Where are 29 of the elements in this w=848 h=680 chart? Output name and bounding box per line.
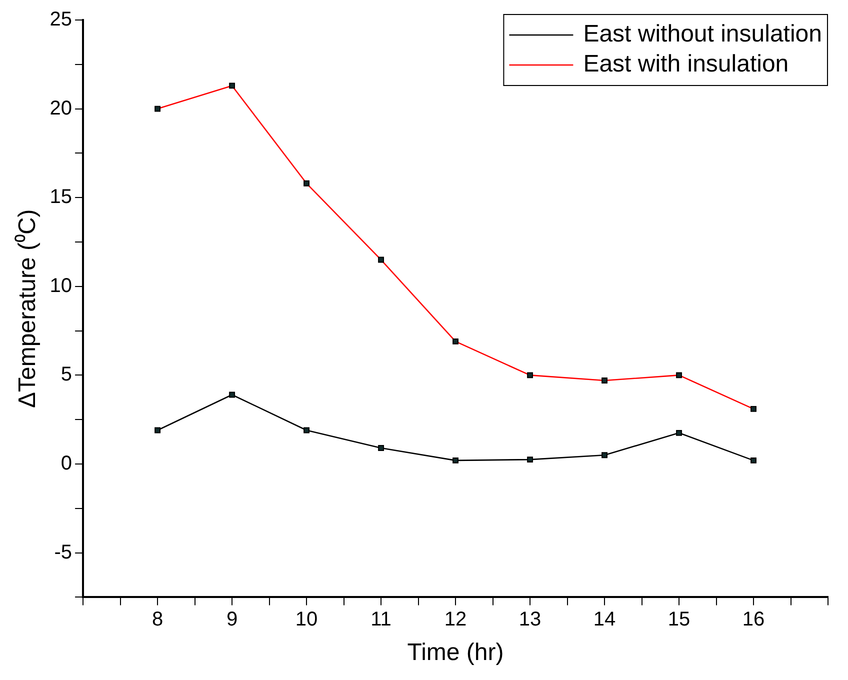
y-tick-label: 25 <box>50 8 72 31</box>
y-tick-label: 5 <box>60 364 72 386</box>
x-tick-label: 11 <box>370 608 392 631</box>
point <box>527 456 533 463</box>
point <box>304 427 310 434</box>
y-tick-label: 10 <box>50 274 72 297</box>
x-tick-label: 9 <box>226 608 238 631</box>
x-tick-label: 12 <box>444 608 467 631</box>
y-tick-label: 20 <box>50 97 72 120</box>
x-tick-label: 13 <box>518 608 542 631</box>
x-axis-title: Time (hr) <box>407 639 504 666</box>
point <box>378 445 384 451</box>
point <box>452 457 458 464</box>
y-axis-title: ΔTemperature (⁰C) <box>14 209 42 408</box>
x-tick-label: 14 <box>593 608 616 631</box>
point <box>602 452 608 458</box>
x-tick-label: 8 <box>152 608 164 631</box>
y-tick-label: 0 <box>60 452 72 475</box>
legend-label: East without insulation <box>583 20 822 48</box>
x-tick-label: 16 <box>742 608 765 631</box>
point <box>154 427 161 434</box>
point <box>676 430 682 436</box>
y-tick-label: -5 <box>54 541 72 564</box>
x-tick-label: 10 <box>295 608 318 631</box>
point <box>750 457 756 464</box>
legend-label: East with insulation <box>583 50 789 78</box>
y-tick-label: 15 <box>50 186 72 208</box>
x-tick-label: 15 <box>668 608 690 631</box>
point <box>229 392 236 398</box>
